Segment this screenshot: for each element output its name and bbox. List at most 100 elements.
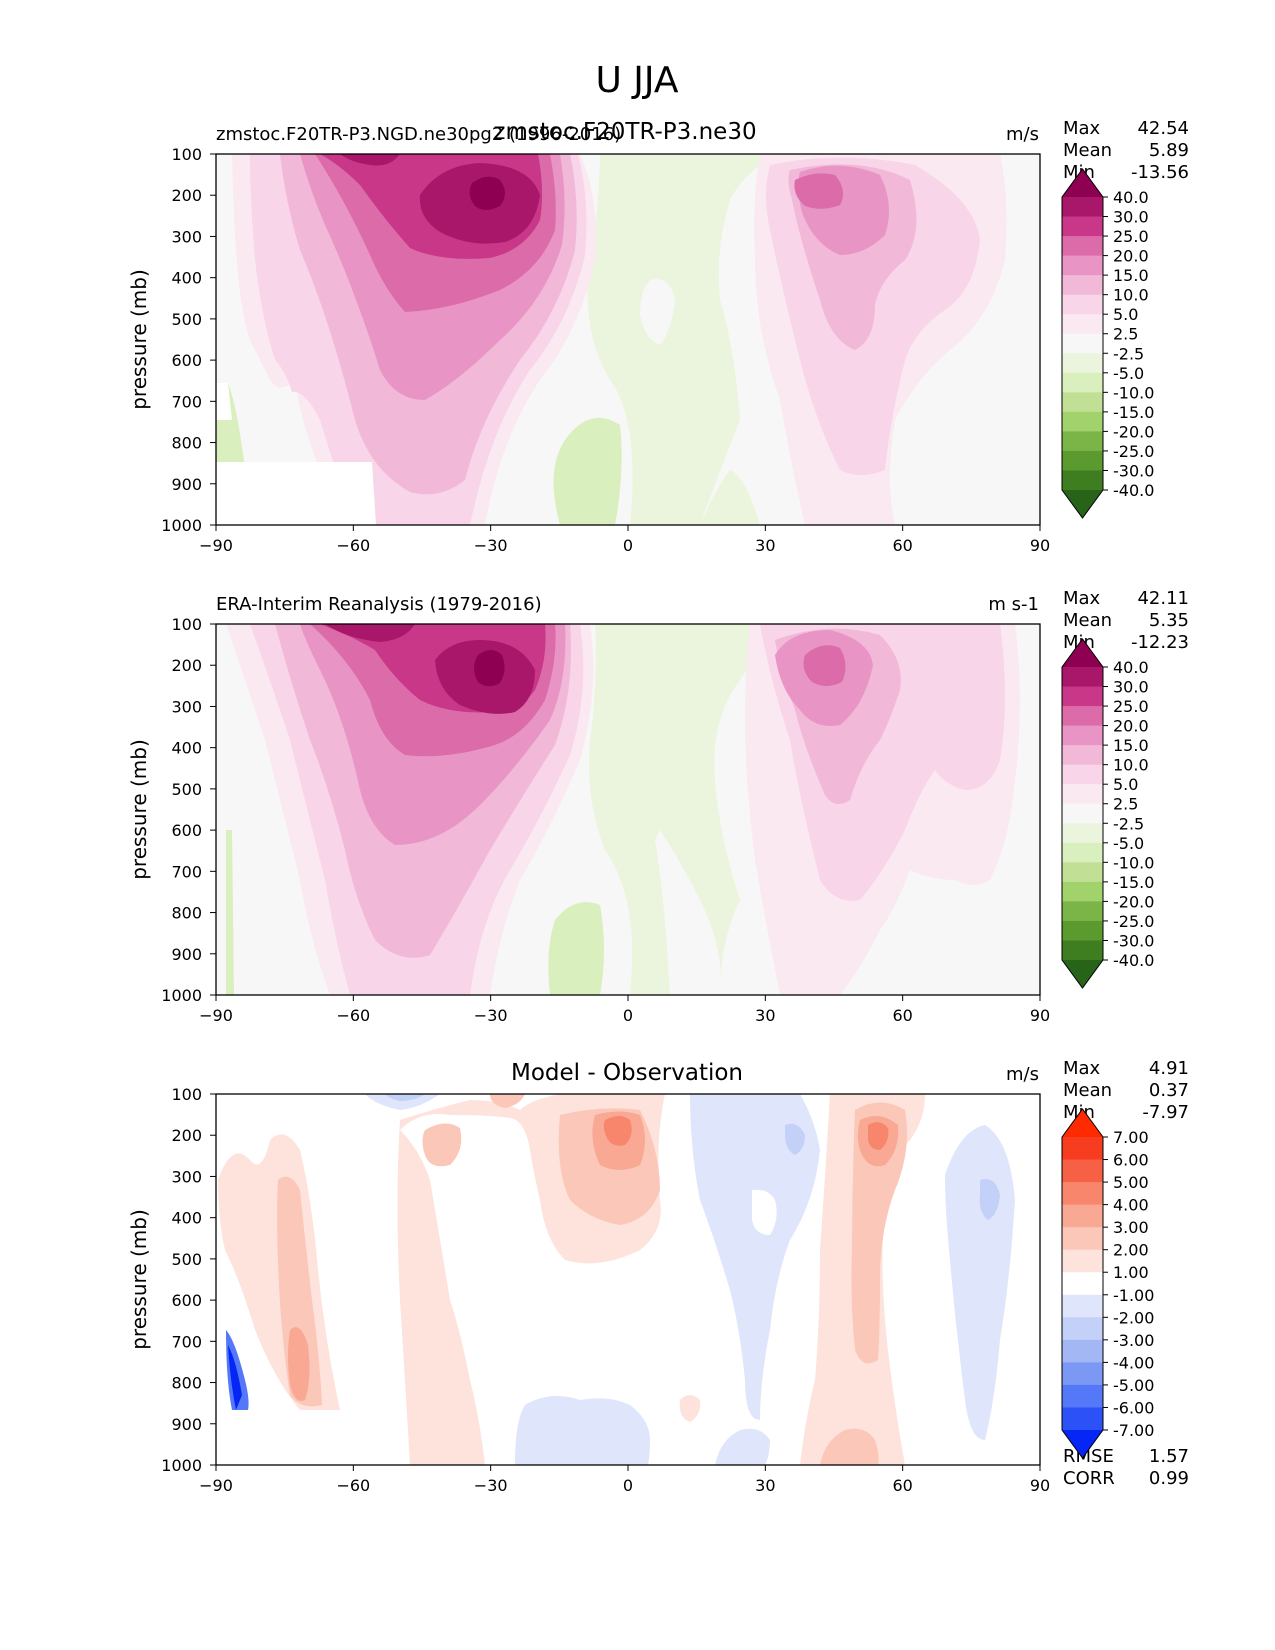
- y-tick-label: 200: [171, 1126, 202, 1145]
- plot-axes: −90 −60 −30 0 30 60 90 100 200 300 400 500 600 700 800…: [127, 615, 1050, 1025]
- panel-units: m/s: [1006, 1064, 1039, 1085]
- colorbar-tick-label: 5.00: [1113, 1173, 1149, 1192]
- x-tick-label: 30: [755, 1006, 775, 1025]
- stat-corr-label: CORR: [1063, 1468, 1115, 1489]
- terrain-mask: [216, 462, 376, 525]
- stat-min-value: -13.56: [1131, 162, 1189, 183]
- colorbar-swatch: [1062, 745, 1103, 766]
- contour-fill-neg-1: [690, 1094, 820, 1420]
- colorbar-tick-label: -30.0: [1113, 461, 1154, 480]
- colorbar-swatch: [1062, 1384, 1103, 1408]
- stat-mean-value: 5.89: [1149, 140, 1189, 161]
- x-tick-label: 90: [1030, 1006, 1050, 1025]
- colorbar-swatch: [1062, 1294, 1103, 1318]
- colorbar-swatch: [1062, 686, 1103, 707]
- colorbar-swatch: [1062, 314, 1103, 335]
- colorbar-tick-label: 6.00: [1113, 1151, 1149, 1170]
- contour-fill-neg-2: [979, 1179, 1000, 1220]
- colorbar-swatch: [1062, 392, 1103, 413]
- y-tick-label: 500: [171, 310, 202, 329]
- y-tick-label: 1000: [161, 986, 202, 1005]
- contour-fill-zero: [655, 830, 721, 995]
- stat-mean-value: 5.35: [1149, 610, 1189, 631]
- x-tick-label: 0: [623, 536, 633, 555]
- colorbar: 40.030.025.020.015.010.05.02.5-2.5-5.0-1…: [1061, 638, 1154, 989]
- colorbar-tick-label: 30.0: [1113, 678, 1149, 697]
- panel-center-title: Model - Observation: [511, 1060, 743, 1086]
- colorbar-swatch: [1062, 823, 1103, 844]
- colorbar-extend-bottom: [1062, 1430, 1103, 1458]
- y-tick-label: 800: [171, 904, 202, 923]
- contour-fill-zero: [640, 279, 675, 345]
- colorbar-extend-bottom: [1062, 490, 1103, 518]
- colorbar-tick-label: -2.5: [1113, 814, 1144, 833]
- colorbar-swatch: [1062, 842, 1103, 863]
- colorbar-swatch: [1062, 1339, 1103, 1363]
- colorbar-tick-label: 30.0: [1113, 208, 1149, 227]
- y-axis-label: pressure (mb): [127, 739, 151, 880]
- colorbar-swatch: [1062, 294, 1103, 315]
- y-tick-label: 800: [171, 434, 202, 453]
- y-tick-label: 400: [171, 269, 202, 288]
- y-tick-label: 1000: [161, 1456, 202, 1475]
- colorbar-tick-label: 5.0: [1113, 305, 1138, 324]
- stat-mean-label: Mean: [1063, 610, 1112, 631]
- colorbar-tick-label: -5.00: [1113, 1376, 1154, 1395]
- colorbar-tick-label: -15.0: [1113, 403, 1154, 422]
- colorbar: 7.00 6.00 5.00 4.00 3.00 2.00 1.00 -1.00 -2.00 -3…: [1061, 1108, 1154, 1459]
- y-tick-label: 500: [171, 1250, 202, 1269]
- colorbar-tick-label: -7.00: [1113, 1421, 1154, 1440]
- colorbar-swatch: [1062, 450, 1103, 471]
- stat-rmse-value: 1.57: [1149, 1446, 1189, 1467]
- terrain-mask: [216, 1410, 376, 1465]
- x-tick-label: 90: [1030, 536, 1050, 555]
- y-tick-label: 600: [171, 821, 202, 840]
- contour-fill-neg-2: [385, 1094, 425, 1101]
- stat-mean-value: 0.37: [1149, 1080, 1189, 1101]
- x-tick-label: −60: [336, 1006, 370, 1025]
- y-tick-label: 700: [171, 1332, 202, 1351]
- contour-fill-pos-4: [868, 1122, 889, 1150]
- colorbar-tick-label: -15.0: [1113, 873, 1154, 892]
- colorbar-swatch: [1062, 1407, 1103, 1431]
- colorbar-tick-label: -30.0: [1113, 931, 1154, 950]
- colorbar-swatch: [1062, 1362, 1103, 1386]
- x-tick-label: 30: [755, 1476, 775, 1495]
- x-tick-label: 90: [1030, 1476, 1050, 1495]
- contour-fill-neg-7: [228, 1345, 242, 1410]
- x-tick-label: 0: [623, 1476, 633, 1495]
- stats-block: Max 4.91 Mean 0.37 Min -7.97 RMSE 1.57 C…: [1063, 1058, 1189, 1489]
- colorbar-swatch: [1062, 1317, 1103, 1341]
- contour-fill-neg-2p5: [589, 624, 790, 995]
- colorbar-swatch: [1062, 901, 1103, 922]
- x-tick-label: 60: [892, 1006, 912, 1025]
- y-axis-label: pressure (mb): [127, 1209, 151, 1350]
- colorbar-tick-label: 40.0: [1113, 658, 1149, 677]
- panel-left-title: ERA-Interim Reanalysis (1979-2016): [216, 594, 542, 615]
- colorbar-tick-label: 2.5: [1113, 795, 1138, 814]
- colorbar-tick-label: 40.0: [1113, 188, 1149, 207]
- contour-fill-zero: [752, 1189, 777, 1235]
- colorbar-swatch: [1062, 372, 1103, 393]
- x-tick-label: −90: [199, 1006, 233, 1025]
- y-tick-label: 700: [171, 392, 202, 411]
- colorbar-swatch: [1062, 881, 1103, 902]
- panel-model: zmstoc.F20TR-P3.NGD.ne30pg2 (1996-2016) …: [127, 118, 1189, 555]
- colorbar-swatch: [1062, 940, 1103, 961]
- contour-fill-neg-2: [785, 1123, 805, 1155]
- colorbar-swatch: [1062, 236, 1103, 257]
- contour-fill-neg-1: [515, 1396, 650, 1465]
- colorbar-tick-label: -5.0: [1113, 834, 1144, 853]
- colorbar-swatch: [1062, 333, 1103, 354]
- contour-fill-neg-5: [553, 417, 622, 525]
- colorbar-swatch: [1062, 784, 1103, 805]
- stat-max-value: 42.54: [1137, 118, 1189, 139]
- colorbar-tick-label: 7.00: [1113, 1128, 1149, 1147]
- colorbar-tick-label: 1.00: [1113, 1263, 1149, 1282]
- colorbar-swatch: [1062, 667, 1103, 688]
- y-tick-label: 1000: [161, 516, 202, 535]
- colorbar-swatch: [1062, 1227, 1103, 1251]
- contour-fill-neg-2p5: [700, 470, 760, 525]
- stat-max-label: Max: [1063, 588, 1101, 609]
- colorbar-tick-label: 5.0: [1113, 775, 1138, 794]
